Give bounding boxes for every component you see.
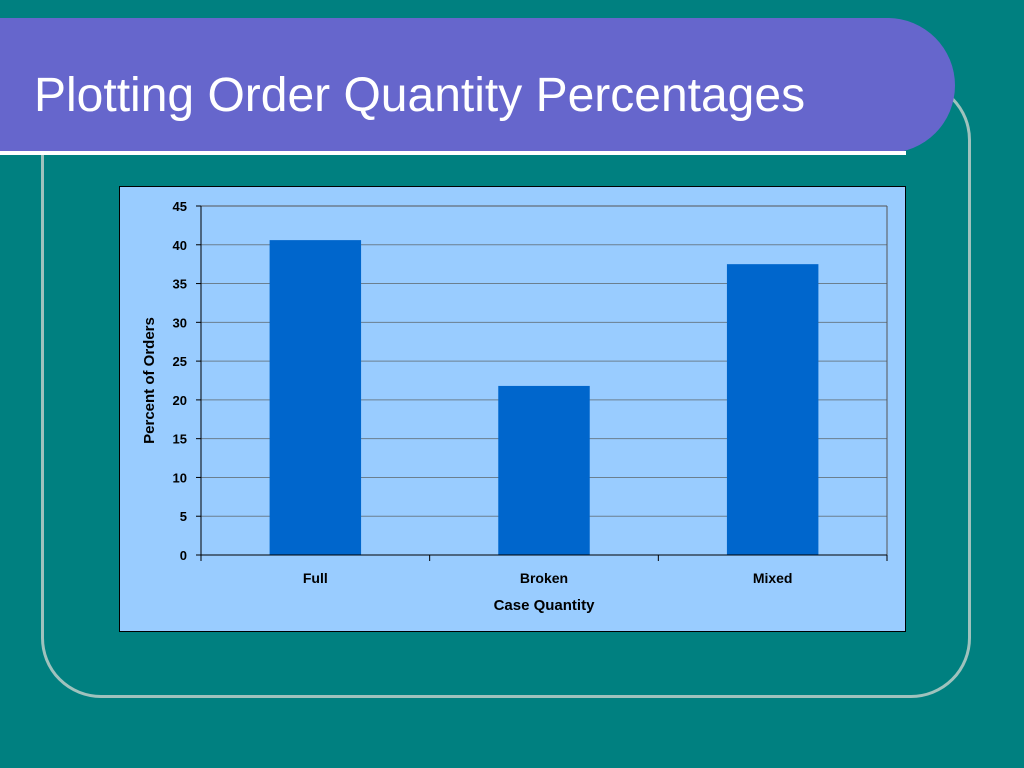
title-banner: Plotting Order Quantity Percentages — [0, 18, 955, 155]
y-tick-label: 10 — [173, 470, 187, 485]
bar-full — [269, 240, 362, 555]
bar-mixed — [726, 264, 819, 555]
bar-broken — [498, 385, 590, 555]
y-tick-label: 0 — [180, 548, 187, 563]
x-tick-label: Mixed — [753, 570, 793, 586]
y-tick-label: 30 — [173, 315, 187, 330]
chart-area: 0 5 10 15 20 25 30 35 40 45 Full Broken Mixed Percen… — [119, 186, 906, 632]
y-axis-label: Percent of Orders — [141, 317, 158, 444]
y-tick-label: 20 — [173, 393, 187, 408]
slide-title: Plotting Order Quantity Percentages — [34, 69, 806, 122]
y-tick-label: 35 — [173, 277, 187, 292]
y-tick-label: 40 — [173, 238, 187, 253]
bars — [269, 240, 819, 555]
y-tick-label: 15 — [173, 432, 187, 447]
bar-chart: 0 5 10 15 20 25 30 35 40 45 Full Broken Mixed Percen… — [141, 199, 888, 614]
x-axis-label: Case Quantity — [494, 597, 596, 614]
axes: 0 5 10 15 20 25 30 35 40 45 Full Broken Mixed — [173, 199, 888, 586]
title-underline — [0, 151, 906, 155]
x-tick-label: Broken — [520, 570, 568, 586]
y-tick-label: 45 — [173, 199, 187, 214]
y-tick-label: 25 — [173, 354, 187, 369]
x-tick-label: Full — [303, 570, 328, 586]
y-tick-label: 5 — [180, 509, 187, 524]
